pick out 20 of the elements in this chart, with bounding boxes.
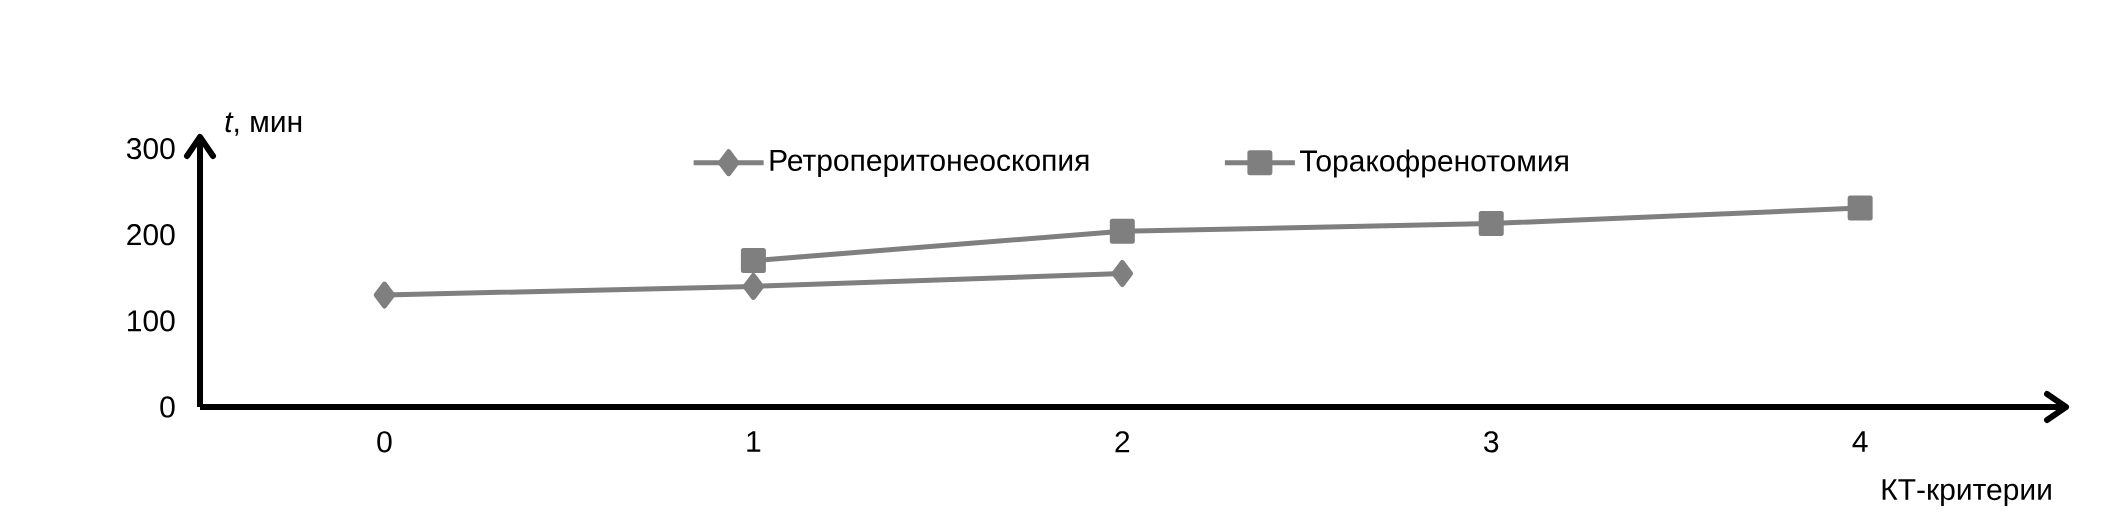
y-tick-label: 0 — [160, 396, 175, 418]
point — [742, 272, 765, 300]
point — [1847, 195, 1873, 221]
y-tick-label: 100 — [128, 310, 175, 332]
y-tick-label: 300 — [126, 137, 175, 160]
y-axis-title: t, мин — [225, 112, 302, 136]
point — [1109, 218, 1135, 244]
x-tick-label: 1 — [747, 431, 761, 452]
point — [1478, 211, 1504, 237]
point — [373, 281, 396, 309]
legend-label: Ретроперитонеоскопия — [770, 150, 1089, 177]
x-tick-label: 2 — [1115, 431, 1130, 453]
point — [740, 248, 766, 274]
x-tick-label: 4 — [1852, 431, 1868, 452]
x-tick-label: 0 — [377, 431, 392, 453]
y-tick-label: 200 — [127, 224, 175, 246]
legend-label: Торакофренотомия — [1300, 149, 1568, 178]
point — [1111, 260, 1134, 287]
x-tick-label: 3 — [1484, 431, 1499, 453]
x-axis-title: КТ-критерии — [1882, 479, 2051, 507]
